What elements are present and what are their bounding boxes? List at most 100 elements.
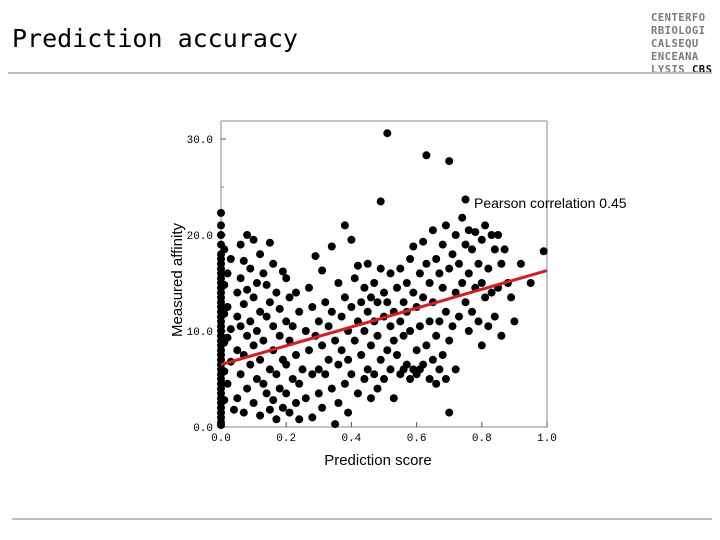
scatter-point [461, 298, 470, 307]
scatter-point [353, 261, 362, 270]
scatter-point [402, 279, 411, 287]
scatter-point [220, 245, 229, 254]
scatter-point [269, 259, 278, 268]
scatter-point [318, 341, 327, 350]
scatter-point [318, 403, 327, 412]
scatter-point [357, 298, 366, 307]
scatter-point [474, 259, 483, 268]
scatter-point [445, 264, 454, 273]
scatter-point [324, 322, 333, 331]
y-axis-ticks: 0.0 10.0 20.0 30.0 [187, 135, 226, 435]
scatter-point [314, 389, 323, 398]
scatter-point [419, 237, 428, 246]
scatter-point [295, 415, 304, 424]
x-tick-label: 0.6 [407, 433, 427, 445]
scatter-point [265, 365, 274, 374]
scatter-point [246, 317, 255, 326]
scatter-point [494, 231, 503, 239]
scatter-point [396, 264, 405, 273]
scatter-point [272, 288, 281, 297]
scatter-point [353, 389, 362, 398]
scatter-point [301, 327, 310, 335]
scatter-point [432, 379, 441, 388]
scatter-point [415, 269, 424, 278]
scatter-point [497, 331, 506, 340]
scatter-point [445, 408, 454, 417]
scatter-point [301, 394, 310, 403]
scatter-point [246, 264, 255, 273]
scatter-point [278, 267, 287, 276]
scatter-point [217, 208, 225, 217]
scatter-point [226, 255, 235, 263]
scatter-point [282, 389, 291, 398]
y-tick-label: 20.0 [187, 231, 213, 243]
scatter-point [363, 365, 372, 374]
scatter-point [220, 309, 229, 318]
scatter-point [370, 370, 379, 379]
scatter-point [217, 221, 225, 230]
scatter-point [249, 399, 258, 407]
scatter-point [481, 293, 490, 302]
scatter-point [265, 405, 274, 414]
scatter-point [487, 231, 496, 239]
scatter-point [243, 231, 252, 239]
scatter-point [275, 304, 284, 313]
scatter-point [230, 405, 238, 414]
scatter-point [451, 365, 460, 374]
scatter-point [259, 269, 268, 278]
scatter-point [350, 336, 359, 345]
scatter-point [327, 242, 336, 251]
scatter-point [243, 331, 252, 340]
x-axis-label: Prediction score [324, 452, 432, 469]
scatter-point [490, 312, 499, 321]
scatter-point [337, 346, 346, 355]
scatter-point [340, 379, 349, 388]
scatter-point [425, 375, 434, 383]
scatter-point [451, 288, 460, 297]
scatter-point [308, 370, 317, 379]
scatter-point [314, 317, 323, 326]
scatter-point [223, 269, 232, 278]
logo-line-3: CALSEQU [651, 38, 699, 50]
correlation-annotation: Pearson correlation 0.45 [474, 195, 627, 211]
scatter-point [233, 394, 242, 403]
data-points [217, 129, 548, 430]
scatter-point [243, 384, 252, 393]
scatter-point [445, 157, 454, 166]
scatter-point [256, 250, 265, 259]
scatter-point [311, 252, 320, 261]
scatter-point [347, 303, 356, 311]
scatter-point [441, 307, 450, 316]
scatter-point [340, 221, 349, 230]
scatter-point [327, 307, 336, 316]
scatter-point [233, 346, 242, 355]
scatter-point [539, 247, 548, 256]
scatter-point [487, 288, 496, 297]
scatter-point [233, 288, 242, 297]
scatter-point [510, 317, 519, 326]
scatter-point [344, 355, 353, 364]
scatter-point [350, 274, 359, 283]
scatter-point [217, 421, 225, 430]
scatter-point [448, 322, 457, 331]
scatter-point [285, 293, 294, 302]
scatter-point [432, 331, 441, 340]
scatter-point [220, 280, 229, 289]
scatter-point [252, 327, 261, 335]
logo-line-4: ENCEANA [651, 51, 699, 63]
scatter-point [278, 403, 287, 412]
scatter-point [288, 322, 297, 331]
scatter-point [415, 322, 424, 331]
scatter-point [340, 293, 349, 302]
scatter-point [236, 274, 245, 283]
scatter-point [285, 408, 294, 417]
scatter-point [435, 317, 444, 326]
scatter-point [262, 280, 271, 289]
title-divider [8, 72, 712, 74]
scatter-point [275, 384, 284, 393]
scatter-point [272, 370, 281, 379]
scatter-point [477, 235, 486, 244]
scatter-point [451, 231, 460, 239]
scatter-point [327, 384, 336, 393]
